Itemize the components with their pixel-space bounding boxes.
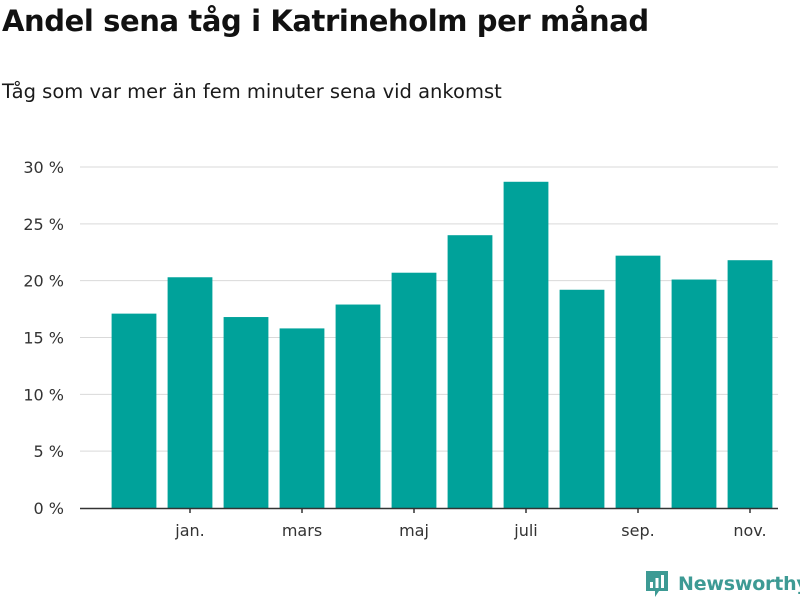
bar: [167, 277, 213, 508]
bar: [447, 235, 493, 508]
y-tick-label: 10 %: [23, 385, 64, 404]
bars: [111, 181, 773, 508]
y-tick-label: 25 %: [23, 215, 64, 234]
y-tick-label: 15 %: [23, 329, 64, 348]
x-tick-label: jan.: [174, 521, 204, 540]
y-tick-label: 5 %: [34, 442, 64, 461]
bar: [559, 289, 605, 508]
chart-title: Andel sena tåg i Katrineholm per månad: [2, 4, 649, 38]
bar: [279, 328, 325, 508]
bar: [111, 313, 157, 508]
axes: 0 % 5 % 10 % 15 % 20 % 25 % 30 % jan. mars maj jul…: [23, 158, 778, 540]
x-tick-label: nov.: [733, 521, 766, 540]
bar: [615, 255, 661, 508]
x-tick-label: mars: [282, 521, 322, 540]
x-tick-label: juli: [513, 521, 537, 540]
newsworthy-logo-icon: [646, 571, 668, 597]
brand-logo: Newsworthy: [644, 569, 800, 599]
bar: [503, 181, 549, 508]
bar: [727, 260, 773, 508]
y-tick-label: 20 %: [23, 272, 64, 291]
x-tick-label: maj: [399, 521, 429, 540]
x-tick-label: sep.: [621, 521, 654, 540]
brand-name: Newsworthy: [678, 573, 800, 595]
bar: [391, 272, 437, 508]
y-tick-label: 30 %: [23, 158, 64, 177]
chart-subtitle: Tåg som var mer än fem minuter sena vid …: [2, 80, 502, 103]
bar: [335, 304, 381, 508]
bar: [671, 279, 717, 508]
bar: [223, 317, 269, 508]
y-tick-label: 0 %: [34, 499, 64, 518]
